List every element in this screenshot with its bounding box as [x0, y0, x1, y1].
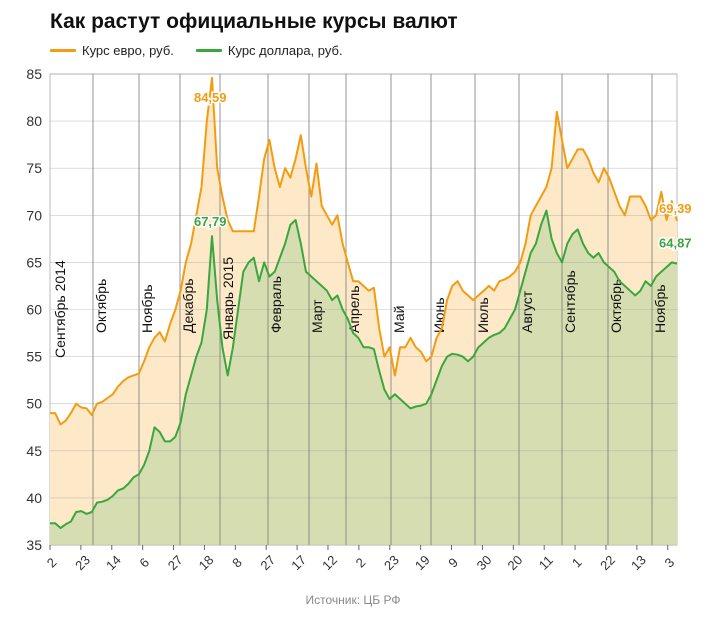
x-tick-label: 19	[412, 552, 433, 573]
y-tick-label: 65	[26, 254, 42, 270]
x-tick-label: 2	[44, 555, 60, 571]
month-label: Февраль	[268, 276, 284, 333]
x-tick-label: 2	[353, 555, 369, 571]
euro-last-label: 69,39	[659, 201, 692, 216]
x-tick-label: 23	[72, 552, 93, 573]
x-tick-label: 22	[597, 552, 618, 573]
y-tick-label: 55	[26, 349, 42, 365]
x-tick-label: 6	[136, 555, 152, 571]
month-label: Октябрь	[608, 279, 624, 333]
legend-swatch-euro	[50, 49, 76, 52]
legend-label-euro: Курс евро, руб.	[82, 43, 174, 58]
source-note: Источник: ЦБ РФ	[305, 593, 401, 607]
month-label: Май	[391, 306, 407, 333]
x-tick-label: 11	[536, 553, 556, 573]
x-tick-label: 18	[196, 552, 217, 573]
dollar-last-label: 64,87	[659, 236, 692, 251]
legend-item-euro: Курс евро, руб.	[50, 43, 174, 58]
x-tick-label: 9	[445, 555, 461, 571]
month-label: Январь 2015	[220, 257, 236, 340]
month-label: Ноябрь	[652, 284, 668, 333]
dollar-peak-label: 67,79	[194, 214, 227, 229]
y-tick-label: 60	[26, 302, 42, 318]
x-tick-label: 14	[103, 552, 124, 573]
chart-title: Как растут официальные курсы валют	[50, 10, 458, 33]
month-label: Март	[309, 299, 325, 333]
month-label: Декабрь	[180, 278, 196, 333]
y-tick-label: 70	[26, 207, 42, 223]
x-tick-label: 13	[628, 552, 649, 573]
month-label: Июль	[475, 297, 491, 333]
month-label: Ноябрь	[139, 284, 155, 333]
x-tick-label: 12	[319, 552, 340, 573]
x-tick-label: 23	[381, 552, 402, 573]
month-label: Август	[519, 290, 535, 333]
y-tick-label: 50	[26, 396, 42, 412]
x-tick-label: 1	[569, 555, 585, 571]
y-tick-label: 35	[26, 537, 42, 553]
y-tick-label: 80	[26, 113, 42, 129]
dollar-line	[50, 209, 678, 529]
month-label: Октябрь	[93, 279, 109, 333]
legend-swatch-dollar	[195, 49, 222, 52]
euro-line	[50, 76, 678, 426]
x-tick-label: 27	[165, 552, 186, 573]
x-tick-label: 8	[229, 555, 245, 571]
y-tick-label: 75	[26, 160, 42, 176]
euro-peak-label: 84,59	[194, 90, 227, 105]
y-tick-label: 45	[26, 443, 42, 459]
x-tick-label: 3	[662, 555, 678, 571]
y-tick-label: 40	[26, 490, 42, 506]
x-tick-label: 27	[257, 552, 278, 573]
legend: Курс евро, руб. Курс доллара, руб.	[50, 43, 343, 58]
month-label: Апрель	[346, 286, 362, 334]
legend-label-dollar: Курс доллара, руб.	[227, 43, 343, 58]
y-tick-label: 85	[26, 66, 42, 82]
x-tick-label: 30	[474, 552, 495, 573]
month-label: Сентябрь	[562, 270, 578, 333]
x-tick-label: 17	[288, 552, 309, 573]
x-tick-label: 20	[505, 552, 526, 573]
month-label: Сентябрь 2014	[52, 260, 68, 358]
legend-item-dollar: Курс доллара, руб.	[195, 43, 343, 58]
